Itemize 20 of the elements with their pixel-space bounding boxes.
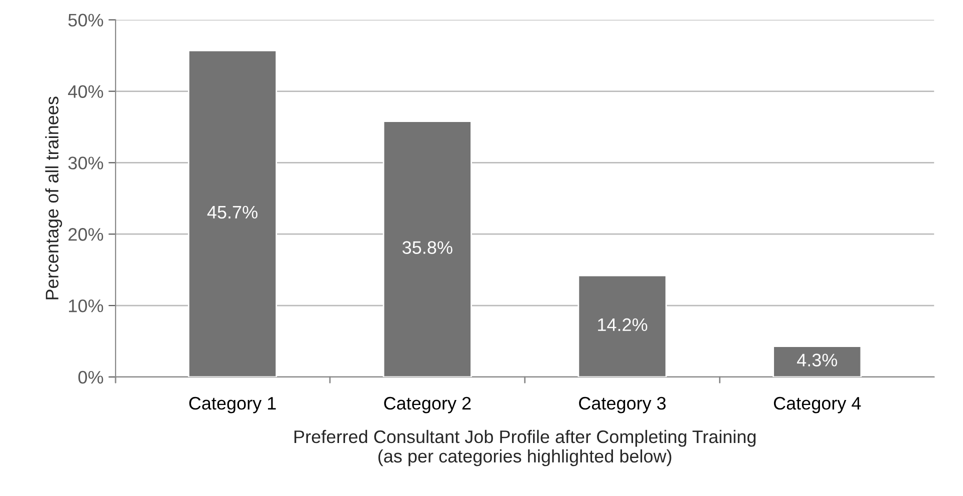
y-tick-label: 50% [68,14,104,27]
data-label: 35.8% [402,241,452,254]
y-tick-label: 40% [68,85,104,98]
bar [578,274,667,377]
x-axis-title: Preferred Consultant Job Profile after Completing Training (as per categories highlighted below) [294,430,756,466]
y-tick-label: 20% [68,228,104,241]
data-label: 45.7% [207,206,258,219]
bar [188,50,278,377]
x-tick-label: Category 1 [189,396,276,414]
y-tick-label: 10% [68,299,104,312]
y-tick-label: 0% [78,370,104,384]
bar [772,346,862,377]
data-label: 14.2% [598,318,648,332]
data-label: 4.3% [797,354,838,366]
y-tick-label: 30% [68,156,104,170]
x-tick-label: Category 2 [384,396,471,414]
x-tick-label: Category 4 [774,396,861,414]
y-axis-title: Percentage of all trainees [45,96,62,300]
x-tick-label: Category 3 [579,396,666,414]
bar [382,120,472,377]
